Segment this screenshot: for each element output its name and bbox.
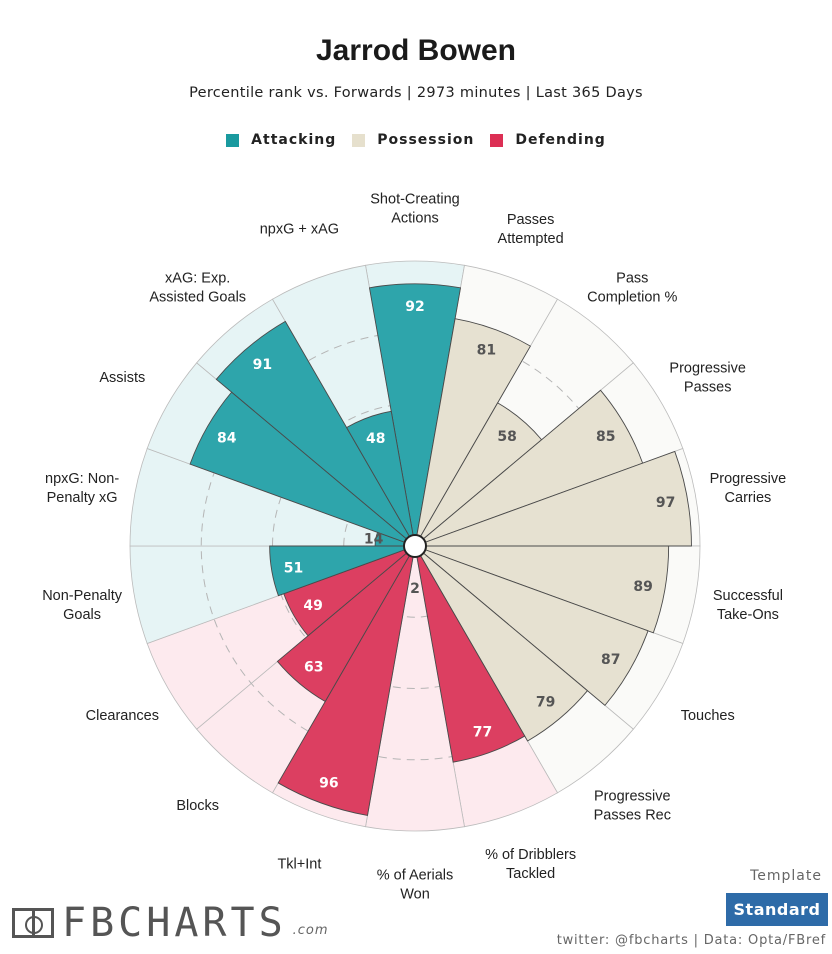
category-label-npxg-xag: npxG + xAG xyxy=(260,221,339,237)
template-label: Template xyxy=(750,868,822,884)
category-label-shot-creating-actions: Shot-Creating Actions xyxy=(370,192,459,227)
legend-swatch-attacking xyxy=(226,133,240,147)
credits: twitter: @fbcharts | Data: Opta/FBref xyxy=(556,933,826,948)
category-label-clearances: Clearances xyxy=(86,708,159,724)
category-label-blocks: Blocks xyxy=(176,798,219,814)
legend: Attacking Possession Defending xyxy=(0,132,832,148)
value-label-shot-creating-actions: 92 xyxy=(405,299,424,315)
category-label-non-penalty-goals: Non-Penalty Goals xyxy=(42,588,123,623)
value-label-progressive-passes: 85 xyxy=(596,429,615,445)
category-label-of-dribblers-tackled: % of Dribblers Tackled xyxy=(485,847,576,882)
value-label-of-aerials-won: 2 xyxy=(410,581,420,597)
category-label-successful-take-ons: Successful Take-Ons xyxy=(713,588,783,623)
category-label-assists: Assists xyxy=(99,370,145,386)
value-labels: 92 81 58 85 97 89 87 79 77 2 96 63 49 51 14 84 91 48 xyxy=(217,299,675,792)
chart-subtitle: Percentile rank vs. Forwards | 2973 minu… xyxy=(189,85,643,101)
pitch-icon xyxy=(12,908,54,938)
value-label-progressive-passes-rec: 79 xyxy=(536,695,555,711)
legend-label-attacking: Attacking xyxy=(251,132,337,148)
center-circle xyxy=(403,534,427,558)
bar-successful-take-ons xyxy=(414,545,670,634)
category-label-npxg-non-penalty-xg: npxG: Non-Penalty xG xyxy=(45,471,119,506)
bar-passes-attempted xyxy=(414,318,532,547)
value-label-blocks: 63 xyxy=(304,660,323,676)
category-labels: Shot-Creating Actions Passes Attempted Pass C… xyxy=(42,192,786,903)
legend-item-possession: Possession xyxy=(352,132,474,148)
category-label-progressive-carries: Progressive Carries xyxy=(710,471,787,506)
category-label-passes-attempted: Passes Attempted xyxy=(498,212,564,247)
bar-shot-creating-actions xyxy=(368,283,462,547)
value-label-touches: 87 xyxy=(601,652,620,668)
bar-tkl-int xyxy=(277,545,416,816)
legend-item-attacking: Attacking xyxy=(226,132,336,148)
value-label-of-dribblers-tackled: 77 xyxy=(473,725,492,741)
value-label-assists: 84 xyxy=(217,430,237,446)
fbcharts-logo: FBCHARTS .com xyxy=(12,900,329,946)
logo-suffix: .com xyxy=(292,922,329,938)
category-label-xag-exp-assisted-goals: xAG: Exp. Assisted Goals xyxy=(149,271,246,306)
value-label-progressive-carries: 97 xyxy=(656,495,675,511)
legend-swatch-possession xyxy=(352,133,366,147)
chart-title: Jarrod Bowen xyxy=(315,34,517,67)
value-label-pass-completion: 58 xyxy=(497,429,516,445)
bar-non-penalty-goals xyxy=(269,545,416,597)
bar-progressive-passes-rec xyxy=(414,545,589,742)
legend-item-defending: Defending xyxy=(490,132,605,148)
legend-label-defending: Defending xyxy=(515,132,606,148)
category-label-of-aerials-won: % of Aerials Won xyxy=(377,868,454,903)
legend-label-possession: Possession xyxy=(377,132,475,148)
bar-blocks xyxy=(276,545,416,703)
value-label-npxg-xag: 48 xyxy=(366,431,385,447)
bar-touches xyxy=(414,545,649,707)
legend-swatch-defending xyxy=(490,133,504,147)
value-label-tkl-int: 96 xyxy=(319,775,338,791)
value-bars xyxy=(189,283,692,816)
category-label-pass-completion: Pass Completion % xyxy=(587,271,677,306)
value-label-clearances: 49 xyxy=(303,598,322,614)
template-badge: Standard xyxy=(726,893,828,926)
value-label-passes-attempted: 81 xyxy=(477,343,496,359)
category-label-tkl-int: Tkl+Int xyxy=(277,857,321,873)
bar-progressive-carries xyxy=(414,450,692,547)
bar-xag-exp-assisted-goals xyxy=(215,320,416,547)
category-label-progressive-passes-rec: Progressive Passes Rec xyxy=(594,788,671,823)
logo-text: FBCHARTS xyxy=(62,900,287,946)
value-label-npxg-non-penalty-xg: 14 xyxy=(364,532,384,548)
category-label-progressive-passes: Progressive Passes xyxy=(669,361,746,396)
bar-of-dribblers-tackled xyxy=(414,545,526,763)
value-label-xag-exp-assisted-goals: 91 xyxy=(253,357,272,373)
category-label-touches: Touches xyxy=(681,708,735,724)
value-label-successful-take-ons: 89 xyxy=(633,579,652,595)
value-label-non-penalty-goals: 51 xyxy=(284,560,303,576)
bar-npxg-xag xyxy=(345,410,416,547)
